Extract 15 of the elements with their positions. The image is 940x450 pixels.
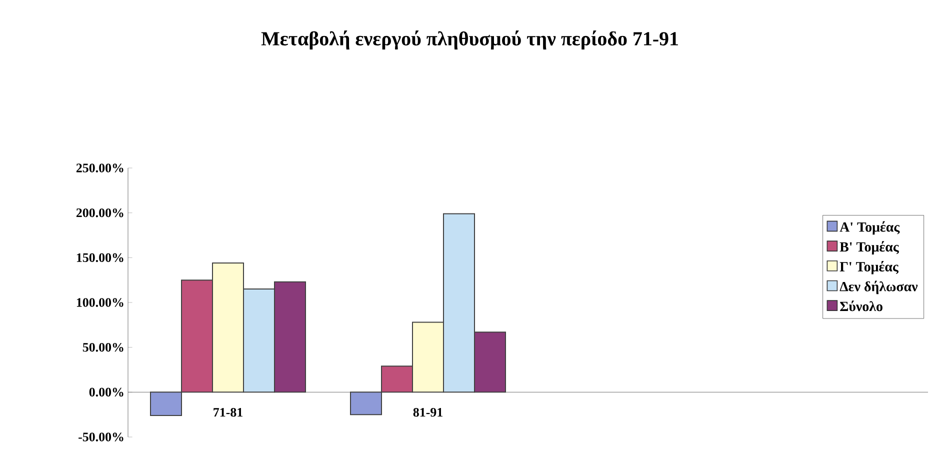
y-tick-label: 100.00% bbox=[76, 298, 124, 307]
legend-label: Δεν δήλωσαν bbox=[840, 280, 918, 294]
y-tick-label: 0.00% bbox=[89, 388, 124, 397]
x-tick-label: 81-91 bbox=[413, 408, 442, 417]
y-tick-label: 150.00% bbox=[76, 253, 124, 262]
chart-title: Μεταβολή ενεργού πληθυσμού την περίοδο 71-91 bbox=[261, 30, 678, 50]
x-tick-label: 71-81 bbox=[214, 408, 242, 417]
legend-label: Β' Τομέας bbox=[840, 241, 899, 254]
legend-label: Σύνολο bbox=[840, 300, 882, 312]
y-tick-label: -50.00% bbox=[78, 432, 124, 442]
y-tick-label: 200.00% bbox=[76, 208, 124, 218]
legend-label: Α' Τομέας bbox=[840, 221, 900, 235]
y-tick-label: 250.00% bbox=[76, 164, 124, 172]
legend-label: Γ' Τομέας bbox=[840, 260, 899, 274]
y-tick-label: 50.00% bbox=[82, 342, 124, 352]
